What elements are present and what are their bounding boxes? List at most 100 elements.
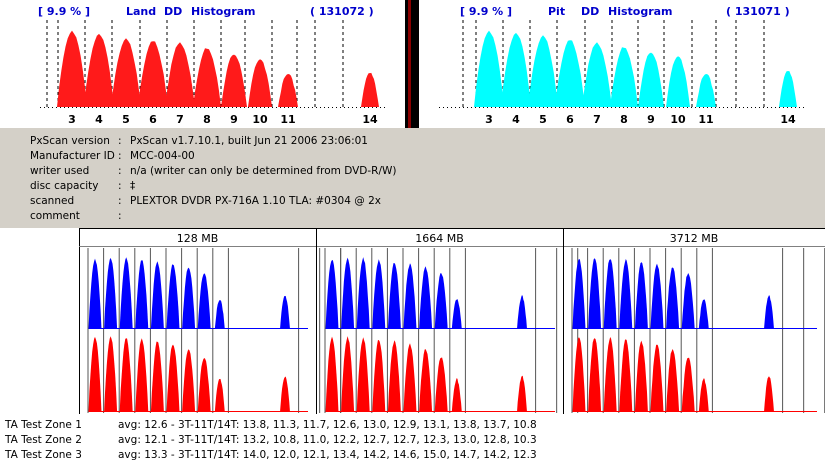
divider-left (405, 0, 408, 128)
pit-histogram-chart: [ 9.9 % ] Pit DD Histogram ( 131071 ) 3 4… (439, 5, 804, 126)
pit-zone-hump (356, 257, 370, 329)
tick-label: 10 (670, 113, 686, 126)
land-zone-hump (280, 376, 290, 412)
land-zone-hump (197, 358, 211, 412)
histogram-hump (84, 33, 114, 107)
land-histogram: [ 9.9 % ] Land DD Histogram ( 131072 ) 3… (0, 0, 405, 128)
pit-zone-hump (341, 257, 355, 329)
land-zone-hump (634, 340, 648, 412)
tick-label: 3 (485, 113, 493, 126)
info-value: PLEXTOR DVDR PX-716A 1.10 TLA: #0304 @ 2… (130, 195, 381, 207)
info-label: PxScan version (30, 135, 110, 147)
histogram-hump (638, 52, 664, 107)
land-zone-hump (387, 340, 401, 412)
land-zone-hump (372, 340, 386, 412)
pit-zone-hump (88, 258, 102, 329)
land-standard-label: DD (164, 5, 182, 18)
land-count-label: ( 131072 ) (310, 5, 374, 18)
ta-zone-row: TA Test Zone 3 avg: 13.3 - 3T-11T/14T: 14… (5, 448, 537, 462)
tick-label: 10 (252, 113, 268, 126)
land-zone-hump (356, 337, 370, 412)
divider-right (411, 0, 419, 128)
histogram-hump (221, 54, 247, 107)
land-histogram-chart: [ 9.9 % ] Land DD Histogram ( 131072 ) 3… (38, 5, 385, 126)
info-row: PxScan version: PxScan v1.7.10.1, built J… (30, 134, 368, 148)
info-value: ‡ (130, 180, 136, 192)
land-zone-hump (764, 376, 774, 412)
info-separator: : (118, 165, 122, 177)
histogram-hump (361, 72, 379, 107)
pit-zone-hump (588, 258, 602, 329)
pit-histogram-header: [ 9.9 % ] Pit DD Histogram ( 131071 ) (460, 5, 790, 18)
ta-zone-graphs: 128 MB 1664 MB 3712 MB (79, 228, 825, 414)
info-row: scanned: PLEXTOR DVDR PX-716A 1.10 TLA: #… (30, 194, 381, 208)
pit-type-label: Pit (548, 5, 565, 18)
land-zone-hump (650, 344, 664, 412)
tick-label: 11 (280, 113, 295, 126)
info-separator: : (118, 135, 122, 147)
scan-info-panel: PxScan version: PxScan v1.7.10.1, built J… (0, 128, 825, 228)
info-label: comment (30, 210, 80, 222)
pit-zone-hump (681, 273, 695, 329)
info-row: disc capacity: ‡ (30, 179, 135, 193)
histogram-hump (666, 56, 690, 107)
land-zone-hump (698, 378, 709, 412)
histogram-hump (610, 47, 638, 107)
info-label: writer used (30, 165, 90, 177)
pit-zone-hump (451, 299, 462, 329)
pit-zone-hump (419, 266, 433, 329)
pit-zone-hump (698, 299, 709, 329)
land-zone-hump (119, 338, 133, 412)
pit-histogram: [ 9.9 % ] Pit DD Histogram ( 131071 ) 3 4… (419, 0, 825, 128)
pit-zone-hump (572, 259, 586, 329)
pit-zone-hump (104, 257, 118, 329)
pit-zone-hump (119, 257, 133, 329)
histogram-hump (57, 30, 87, 108)
pit-title-label: Histogram (608, 5, 673, 18)
ta-zone-row: TA Test Zone 1 avg: 12.6 - 3T-11T/14T: 13… (5, 418, 537, 432)
pit-zone-hump (517, 295, 527, 329)
info-value: MCC-004-00 (130, 150, 195, 162)
land-zone-hump (403, 343, 417, 412)
info-value: n/a (writer can only be determined from … (130, 165, 397, 177)
tick-label: 14 (362, 113, 378, 126)
tick-label: 7 (176, 113, 184, 126)
tick-label: 4 (512, 113, 520, 126)
zone-size-label: 3712 MB (670, 232, 719, 245)
pit-zone-hump (403, 263, 417, 329)
land-percent-label: [ 9.9 % ] (38, 5, 90, 18)
land-zone-hump (572, 337, 586, 412)
ta-zone-values: avg: 12.6 - 3T-11T/14T: 13.8, 11.3, 11.7… (118, 419, 537, 431)
info-separator: : (118, 180, 122, 192)
land-zone-hump (434, 357, 448, 412)
land-zone-hump (517, 375, 527, 412)
land-title-label: Histogram (191, 5, 256, 18)
histogram-hump (278, 74, 298, 107)
histogram-hump (165, 42, 195, 108)
land-histogram-header: [ 9.9 % ] Land DD Histogram ( 131072 ) (38, 5, 374, 18)
info-separator: : (118, 195, 122, 207)
pit-percent-label: [ 9.9 % ] (460, 5, 512, 18)
pit-zone-hump (434, 273, 448, 329)
tick-label: 8 (203, 113, 211, 126)
histogram-hump (582, 42, 612, 108)
tick-label: 5 (539, 113, 547, 126)
info-row: comment: (30, 209, 130, 223)
tick-label: 9 (647, 113, 655, 126)
histogram-hump (555, 40, 585, 108)
ta-zone-values: avg: 12.1 - 3T-11T/14T: 13.2, 10.8, 11.0… (118, 434, 537, 446)
histogram-hump (111, 38, 141, 107)
info-label: scanned (30, 195, 75, 207)
land-zone-hump (104, 336, 118, 412)
info-separator: : (118, 210, 122, 222)
pit-count-label: ( 131071 ) (726, 5, 790, 18)
tick-label: 3 (68, 113, 76, 126)
land-zone-hump (588, 338, 602, 412)
pit-zone-hump (135, 260, 149, 329)
zone-size-label: 128 MB (177, 232, 219, 245)
tick-label: 11 (698, 113, 713, 126)
tick-label: 5 (122, 113, 130, 126)
pit-zone-hump (197, 273, 211, 329)
histogram-hump (248, 59, 272, 107)
land-type-label: Land (126, 5, 156, 18)
